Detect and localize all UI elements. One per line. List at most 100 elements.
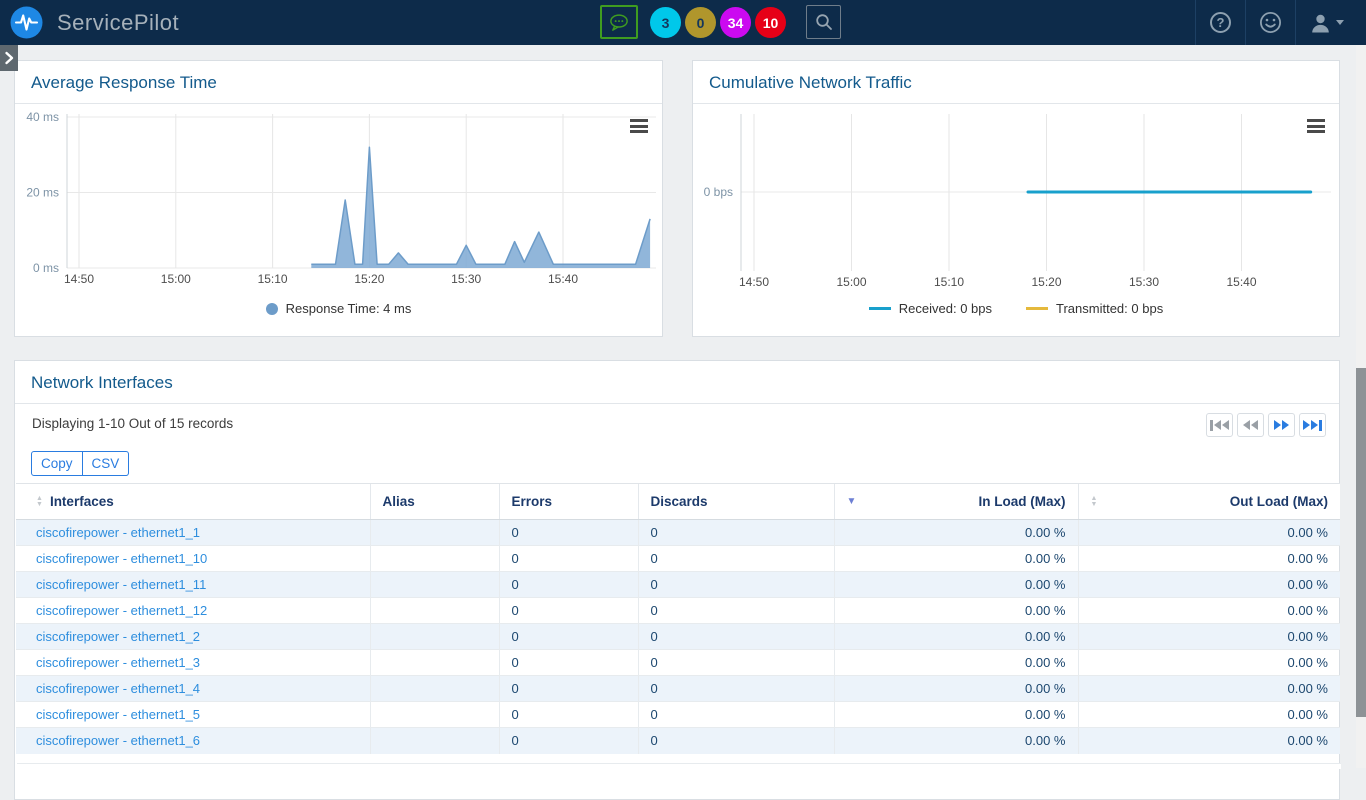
column-header-alias[interactable]: Alias (369, 483, 499, 520)
brand[interactable]: ServicePilot (10, 6, 179, 39)
discards-cell: 0 (637, 675, 834, 702)
discards-cell: 0 (637, 597, 834, 624)
badge-magenta[interactable]: 34 (720, 7, 751, 38)
x-axis-tick-label: 15:30 (1129, 275, 1159, 289)
page-limit-bar-icon (1210, 419, 1213, 431)
table-row: ciscofirepower - ethernet1_1 0 0 0.00 % 0.00… (16, 519, 1340, 546)
legend-marker-icon (1026, 307, 1049, 310)
arrow-left-icon (1251, 420, 1258, 430)
interface-link[interactable]: ciscofirepower - ethernet1_2 (36, 629, 201, 644)
out-load-cell: 0.00 % (1077, 545, 1340, 572)
interface-link[interactable]: ciscofirepower - ethernet1_1 (36, 525, 201, 540)
alias-cell (369, 675, 499, 702)
chart-context-menu-icon[interactable] (630, 119, 648, 136)
interface-link[interactable]: ciscofirepower - ethernet1_11 (36, 577, 207, 592)
table-row: ciscofirepower - ethernet1_11 0 0 0.00 % 0.0… (16, 571, 1340, 598)
errors-cell: 0 (498, 675, 638, 702)
in-load-cell: 0.00 % (833, 597, 1078, 624)
discards-cell: 0 (637, 727, 834, 754)
area-series (311, 147, 651, 268)
network-traffic-chart: 14:50 15:00 15:10 15:20 15:30 15:40 0 bps (704, 114, 1331, 289)
column-header-out-load-max-[interactable]: ▲ ▼ Out Load (Max) (1077, 483, 1340, 520)
sidebar-expand-tab[interactable] (0, 45, 18, 71)
x-axis-tick-label: 15:30 (451, 272, 481, 286)
errors-cell: 0 (498, 727, 638, 754)
servicepilot-logo-icon (10, 6, 43, 39)
table-row: ciscofirepower - ethernet1_4 0 0 0.00 % 0.00… (16, 675, 1340, 702)
discards-cell: 0 (637, 519, 834, 546)
column-header-label: Alias (382, 494, 415, 509)
search-icon (815, 14, 832, 30)
interface-link[interactable]: ciscofirepower - ethernet1_10 (36, 551, 208, 566)
chart-legend: Received: 0 bps Transmitted: 0 bps (693, 301, 1339, 316)
last-page-button[interactable] (1299, 413, 1326, 437)
previous-page-button[interactable] (1237, 413, 1264, 437)
x-axis-tick-label: 15:40 (1226, 275, 1256, 289)
chart-context-menu-icon[interactable] (1307, 119, 1325, 136)
network-interfaces-panel: Network Interfaces Displaying 1-10 Out o… (14, 360, 1341, 800)
legend-item[interactable]: Response Time: 4 ms (265, 301, 411, 316)
first-page-button[interactable] (1206, 413, 1233, 437)
alias-cell (369, 597, 499, 624)
interface-link[interactable]: ciscofirepower - ethernet1_12 (36, 603, 208, 618)
arrow-right-icon (1282, 420, 1289, 430)
alias-cell (369, 519, 499, 546)
in-load-cell: 0.00 % (833, 545, 1078, 572)
legend-item[interactable]: Transmitted: 0 bps (1026, 301, 1163, 316)
table-row: ciscofirepower - ethernet1_10 0 0 0.00 % 0.0… (16, 545, 1340, 572)
feedback-button[interactable] (1246, 0, 1295, 45)
copy-button[interactable]: Copy (31, 451, 83, 476)
x-axis-tick-label: 15:00 (161, 272, 191, 286)
errors-cell: 0 (498, 597, 638, 624)
out-load-cell: 0.00 % (1077, 675, 1340, 702)
column-header-discards[interactable]: Discards (637, 483, 834, 520)
column-header-label: Out Load (Max) (1229, 494, 1328, 509)
pagination-controls (1206, 413, 1326, 437)
table-row: ciscofirepower - ethernet1_3 0 0 0.00 % 0.00… (16, 649, 1340, 676)
x-axis-tick-label: 15:20 (354, 272, 384, 286)
help-button[interactable]: ? (1196, 0, 1245, 45)
discards-cell: 0 (637, 545, 834, 572)
user-menu-button[interactable] (1296, 0, 1366, 45)
x-axis-tick-label: 15:10 (934, 275, 964, 289)
navbar-divider (1245, 0, 1246, 45)
sort-descending-icon: ▼ (846, 495, 857, 507)
badge-olive[interactable]: 0 (685, 7, 716, 38)
alias-cell (369, 571, 499, 598)
errors-cell: 0 (498, 545, 638, 572)
badge-cyan[interactable]: 3 (650, 7, 681, 38)
legend-label: Transmitted: 0 bps (1056, 301, 1164, 316)
csv-button[interactable]: CSV (81, 451, 130, 476)
errors-cell: 0 (498, 623, 638, 650)
interface-link[interactable]: ciscofirepower - ethernet1_3 (36, 655, 201, 670)
legend-item[interactable]: Received: 0 bps (868, 301, 992, 316)
arrow-right-icon (1311, 420, 1319, 430)
badge-red[interactable]: 10 (755, 7, 786, 38)
interface-link[interactable]: ciscofirepower - ethernet1_6 (36, 733, 201, 749)
page-scrollbar[interactable] (1356, 45, 1366, 768)
response-time-chart: 14:50 15:00 15:10 15:20 15:30 15:40 0 ms 20 ms 4… (26, 110, 656, 286)
column-header-label: Interfaces (49, 494, 114, 509)
scrollbar-thumb[interactable] (1356, 368, 1366, 717)
search-button[interactable] (806, 5, 841, 39)
column-header-interfaces[interactable]: ▲ ▼ Interfaces (16, 483, 370, 520)
discards-cell: 0 (637, 571, 834, 598)
table-row: ciscofirepower - ethernet1_6 0 0 0.00 % 0.00… (16, 727, 1340, 754)
x-axis-tick-label: 15:40 (548, 272, 578, 286)
x-axis-tick-label: 15:10 (258, 272, 288, 286)
interfaces-table: ▲ ▼ Interfaces Alias Errors Discards ▼ In Load … (16, 483, 1341, 769)
next-page-button[interactable] (1268, 413, 1295, 437)
records-summary: Displaying 1-10 Out of 15 records (32, 416, 234, 431)
column-header-in-load-max-[interactable]: ▼ In Load (Max) (833, 483, 1078, 520)
y-axis-tick-label: 0 ms (33, 261, 59, 275)
column-header-errors[interactable]: Errors (498, 483, 638, 520)
navbar-right-icons: ? (1195, 0, 1366, 45)
arrow-left-icon (1221, 420, 1229, 430)
interface-link[interactable]: ciscofirepower - ethernet1_5 (36, 707, 201, 722)
table-row: ciscofirepower - ethernet1_5 0 0 0.00 % 0.00… (16, 701, 1340, 728)
chevron-down-icon (1336, 20, 1344, 25)
chat-button[interactable] (600, 5, 638, 39)
export-buttons: Copy CSV (31, 451, 130, 476)
interface-link[interactable]: ciscofirepower - ethernet1_4 (36, 681, 201, 696)
in-load-cell: 0.00 % (833, 649, 1078, 676)
